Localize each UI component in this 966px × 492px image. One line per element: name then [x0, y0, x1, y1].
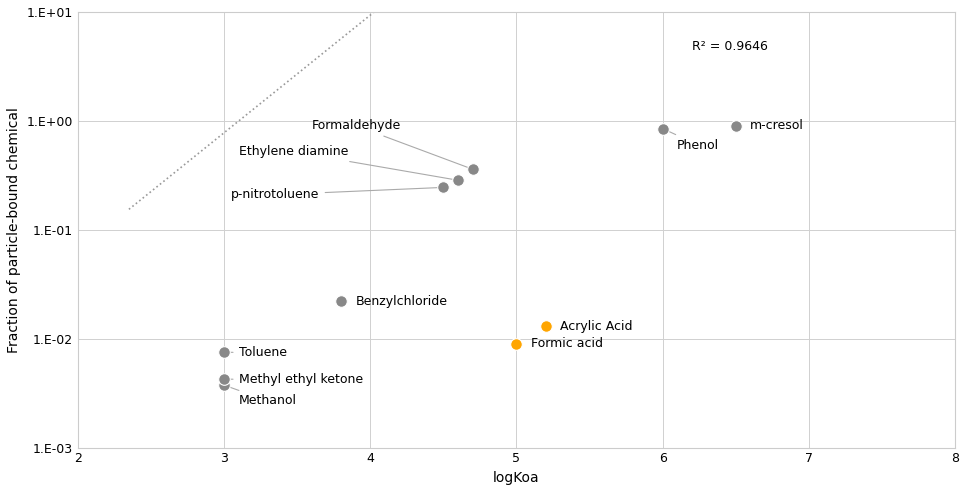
Point	[509, 340, 525, 348]
Text: Formic acid: Formic acid	[531, 337, 603, 350]
Point	[538, 322, 554, 330]
Point	[216, 375, 232, 383]
Text: Methyl ethyl ketone: Methyl ethyl ketone	[227, 373, 362, 386]
Point	[436, 184, 451, 191]
Text: Benzylchloride: Benzylchloride	[355, 295, 447, 308]
Text: Acrylic Acid: Acrylic Acid	[560, 320, 633, 333]
Point	[465, 165, 480, 173]
Text: Phenol: Phenol	[666, 130, 720, 152]
Point	[728, 122, 744, 130]
Text: Ethylene diamine: Ethylene diamine	[239, 145, 455, 180]
Text: Toluene: Toluene	[227, 346, 287, 359]
Text: Methanol: Methanol	[227, 386, 297, 407]
Text: R² = 0.9646: R² = 0.9646	[692, 40, 768, 53]
Point	[216, 348, 232, 356]
Point	[216, 381, 232, 389]
Y-axis label: Fraction of particle-bound chemical: Fraction of particle-bound chemical	[7, 107, 21, 353]
Point	[450, 176, 466, 184]
Text: Formaldehyde: Formaldehyde	[312, 120, 469, 168]
Point	[333, 298, 349, 306]
Point	[655, 124, 670, 132]
Text: p-nitrotoluene: p-nitrotoluene	[231, 187, 440, 201]
X-axis label: logKoa: logKoa	[493, 471, 540, 485]
Text: m-cresol: m-cresol	[751, 120, 805, 132]
